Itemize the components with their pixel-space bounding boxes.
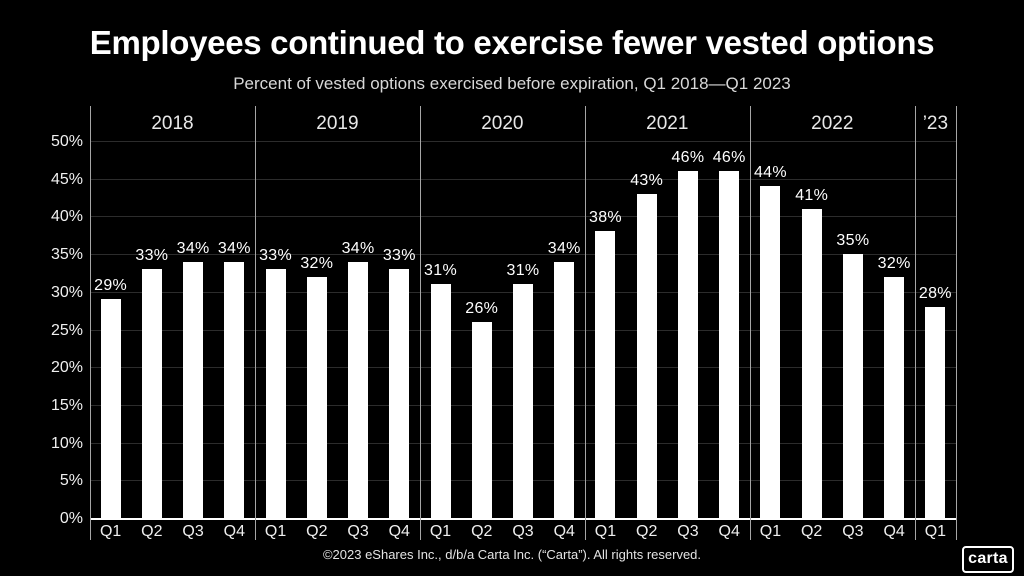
- bar: [554, 261, 575, 518]
- year-label: 2021: [646, 113, 689, 134]
- copyright-text: ©2023 eShares Inc., d/b/a Carta Inc. (“C…: [322, 547, 702, 562]
- bar-value-label: 34%: [176, 239, 210, 257]
- year-label: 2018: [151, 113, 194, 134]
- bar-value-label: 35%: [836, 232, 870, 250]
- bar-value-label: 44%: [753, 164, 787, 182]
- y-axis-tick-label: 35%: [50, 246, 83, 264]
- y-axis-tick-label: 50%: [50, 133, 83, 150]
- bar-value-label: 33%: [259, 247, 293, 265]
- quarter-label: Q1: [924, 523, 947, 540]
- year-separator-line: [90, 106, 91, 540]
- bar-value-label: 43%: [630, 171, 664, 189]
- year-separator-line: [255, 106, 256, 540]
- bar-value-label: 26%: [465, 299, 499, 317]
- bar: [471, 321, 492, 518]
- chart-subtitle: Percent of vested options exercised befo…: [233, 74, 791, 93]
- bar-value-label: 34%: [341, 239, 375, 257]
- year-separator-line: [956, 106, 957, 540]
- gridline: [90, 216, 957, 218]
- quarter-label: Q2: [800, 523, 823, 540]
- quarter-label: Q1: [264, 523, 287, 540]
- bar: [842, 254, 863, 518]
- bar: [265, 269, 286, 518]
- y-axis-tick-label: 30%: [50, 283, 83, 301]
- quarter-label: Q3: [182, 523, 204, 540]
- quarter-label: Q3: [512, 523, 534, 540]
- y-axis-tick-label: 10%: [50, 434, 83, 452]
- bar-value-label: 33%: [135, 247, 169, 265]
- bar: [224, 261, 245, 518]
- bar: [636, 193, 657, 518]
- quarter-label: Q1: [759, 523, 782, 540]
- year-separator-line: [585, 106, 586, 540]
- bar-value-label: 33%: [382, 247, 416, 265]
- bar: [141, 269, 162, 518]
- y-axis-tick-label: 40%: [50, 208, 83, 226]
- bar-value-label: 32%: [300, 254, 334, 272]
- bar-value-label: 46%: [712, 149, 746, 167]
- bar-value-label: 41%: [795, 186, 829, 204]
- carta-logo: carta: [962, 546, 1014, 573]
- y-axis-tick-label: 0%: [59, 510, 83, 527]
- x-axis-baseline: [90, 518, 957, 520]
- quarter-label: Q1: [594, 523, 617, 540]
- bar-value-label: 34%: [547, 239, 581, 257]
- bar-chart-plot-area: 2018 29% Q1 33% Q2 34% Q3 34% Q4 2019 33% Q1 32% Q2 34…: [90, 106, 957, 540]
- quarter-label: Q2: [141, 523, 163, 540]
- quarter-label: Q3: [347, 523, 369, 540]
- quarter-label: Q4: [883, 523, 905, 540]
- year-label: 2020: [481, 113, 524, 134]
- quarter-label: Q1: [99, 523, 122, 540]
- bar: [884, 276, 905, 518]
- bar-value-label: 38%: [589, 209, 622, 227]
- gridline: [90, 141, 957, 142]
- quarter-label: Q4: [718, 523, 740, 540]
- bar: [677, 171, 698, 518]
- y-axis-tick-label: 25%: [50, 321, 83, 339]
- bar-value-label: 31%: [424, 262, 457, 280]
- gridline: [90, 178, 957, 180]
- bar: [389, 269, 410, 518]
- quarter-label: Q1: [429, 523, 452, 540]
- bar: [595, 231, 616, 518]
- year-separator-line: [915, 106, 916, 540]
- bar-value-label: 32%: [877, 254, 911, 272]
- quarter-label: Q2: [471, 523, 493, 540]
- quarter-label: Q4: [388, 523, 410, 540]
- bar-value-label: 29%: [94, 277, 128, 295]
- y-axis-tick-label: 15%: [50, 396, 83, 414]
- quarter-label: Q4: [553, 523, 575, 540]
- carta-logo-text: carta: [968, 550, 1008, 567]
- year-label: 2022: [811, 113, 854, 134]
- bar: [306, 276, 327, 518]
- bar: [100, 299, 121, 518]
- bar: [430, 284, 451, 518]
- bar-value-label: 34%: [217, 239, 251, 257]
- bar: [348, 261, 369, 518]
- bar-value-label: 28%: [918, 284, 952, 302]
- bar: [760, 186, 781, 518]
- bar-value-label: 46%: [671, 149, 705, 167]
- y-axis-tick-label: 45%: [50, 170, 83, 188]
- bar: [183, 261, 204, 518]
- bar: [925, 306, 946, 518]
- y-axis-tick-label: 20%: [50, 359, 83, 377]
- bar: [513, 284, 533, 518]
- bar: [719, 171, 740, 518]
- year-label: 2019: [316, 113, 359, 134]
- year-label: ’23: [922, 113, 949, 134]
- quarter-label: Q3: [677, 523, 699, 540]
- year-separator-line: [420, 106, 421, 540]
- bar: [801, 208, 822, 518]
- y-axis-tick-label: 5%: [59, 472, 83, 490]
- chart-title: Employees continued to exercise fewer ve…: [89, 24, 935, 61]
- quarter-label: Q3: [842, 523, 864, 540]
- quarter-label: Q2: [306, 523, 328, 540]
- bar-value-label: 31%: [506, 262, 540, 280]
- gridline: [90, 254, 957, 256]
- quarter-label: Q2: [636, 523, 658, 540]
- quarter-label: Q4: [223, 523, 245, 540]
- year-separator-line: [750, 106, 751, 540]
